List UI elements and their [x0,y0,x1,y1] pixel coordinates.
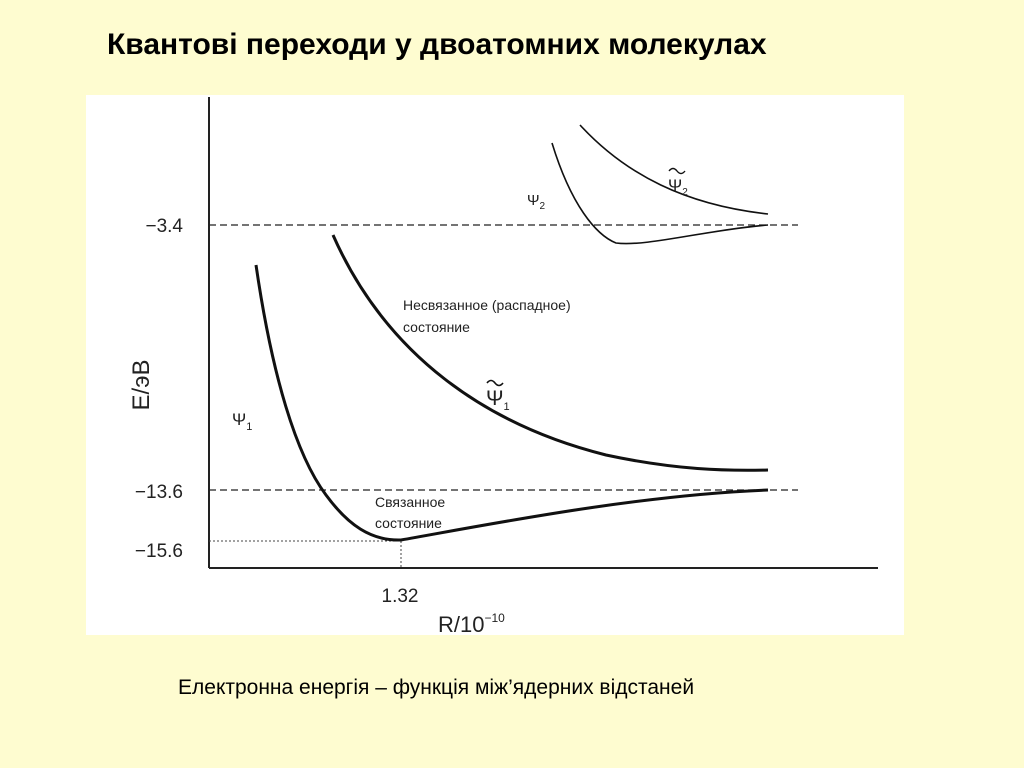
y-axis-label: E/эВ [128,360,155,411]
annotation-unbound-line1: Несвязанное (распадное) [403,297,571,313]
annotation-bound-line2: состояние [375,515,442,531]
y-tick-label: −13.6 [135,482,183,503]
label-psi1-sub: 1 [246,421,252,433]
slide-title: Квантові переходи у двоатомних молекулах [107,28,767,61]
annotation-bound-line1: Связанное [375,494,445,510]
label-psi1-symbol: Ψ [232,410,246,429]
label-psi2-symbol: Ψ [527,192,540,209]
tilde-mark-psi2 [668,167,686,175]
curve-psi1-tilde [331,234,769,472]
y-tick-label: −3.4 [145,216,183,237]
curve-psi2 [551,142,769,245]
x-axis-label-main: R/10 [438,612,484,635]
x-tick-label: 1.32 [382,586,419,607]
slide-caption: Електронна енергія – функція між’ядерних… [178,676,695,699]
potential-energy-chart: −3.4 −13.6 −15.6 1.32 R/10−10 E/эВ Ψ1 Ψ1… [86,95,904,635]
x-axis-label-exp: −10 [484,611,505,625]
y-tick-label: −15.6 [135,541,183,562]
label-psi1: Ψ1 [232,410,252,433]
label-psi2-sub: 2 [540,201,546,212]
curve-psi2-tilde [579,124,769,215]
chart-svg: −3.4 −13.6 −15.6 1.32 R/10−10 E/эВ Ψ1 Ψ1… [128,97,878,635]
x-axis-label: R/10−10 [438,611,505,635]
tilde-mark-psi1 [486,379,504,387]
annotation-unbound-line2: состояние [403,319,470,335]
label-psi2-tilde-sub: 2 [682,187,688,198]
label-psi2: Ψ2 [527,192,546,212]
label-psi1-tilde-symbol: Ψ [486,387,504,410]
label-psi2-tilde: Ψ2 [668,176,688,198]
label-psi1-tilde-sub: 1 [504,401,510,413]
label-psi1-tilde: Ψ1 [486,387,510,413]
label-psi2-tilde-symbol: Ψ [668,176,682,195]
curve-psi1 [254,264,769,542]
